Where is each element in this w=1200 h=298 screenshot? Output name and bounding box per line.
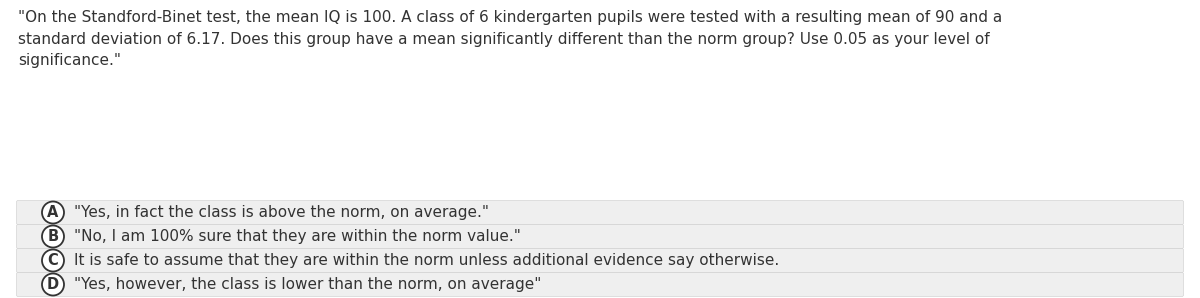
Text: C: C [48, 253, 59, 268]
Circle shape [42, 274, 64, 296]
Text: "On the Standford-Binet test, the mean IQ is 100. A class of 6 kindergarten pupi: "On the Standford-Binet test, the mean I… [18, 10, 1002, 68]
Text: A: A [47, 205, 59, 220]
Circle shape [42, 249, 64, 271]
Text: "Yes, however, the class is lower than the norm, on average": "Yes, however, the class is lower than t… [74, 277, 541, 292]
Text: It is safe to assume that they are within the norm unless additional evidence sa: It is safe to assume that they are withi… [74, 253, 779, 268]
Text: B: B [48, 229, 59, 244]
Text: "Yes, in fact the class is above the norm, on average.": "Yes, in fact the class is above the nor… [74, 205, 490, 220]
FancyBboxPatch shape [17, 201, 1183, 224]
FancyBboxPatch shape [17, 249, 1183, 272]
Text: "No, I am 100% sure that they are within the norm value.": "No, I am 100% sure that they are within… [74, 229, 521, 244]
FancyBboxPatch shape [17, 272, 1183, 297]
Circle shape [42, 201, 64, 224]
Text: D: D [47, 277, 59, 292]
Circle shape [42, 226, 64, 248]
FancyBboxPatch shape [17, 224, 1183, 249]
